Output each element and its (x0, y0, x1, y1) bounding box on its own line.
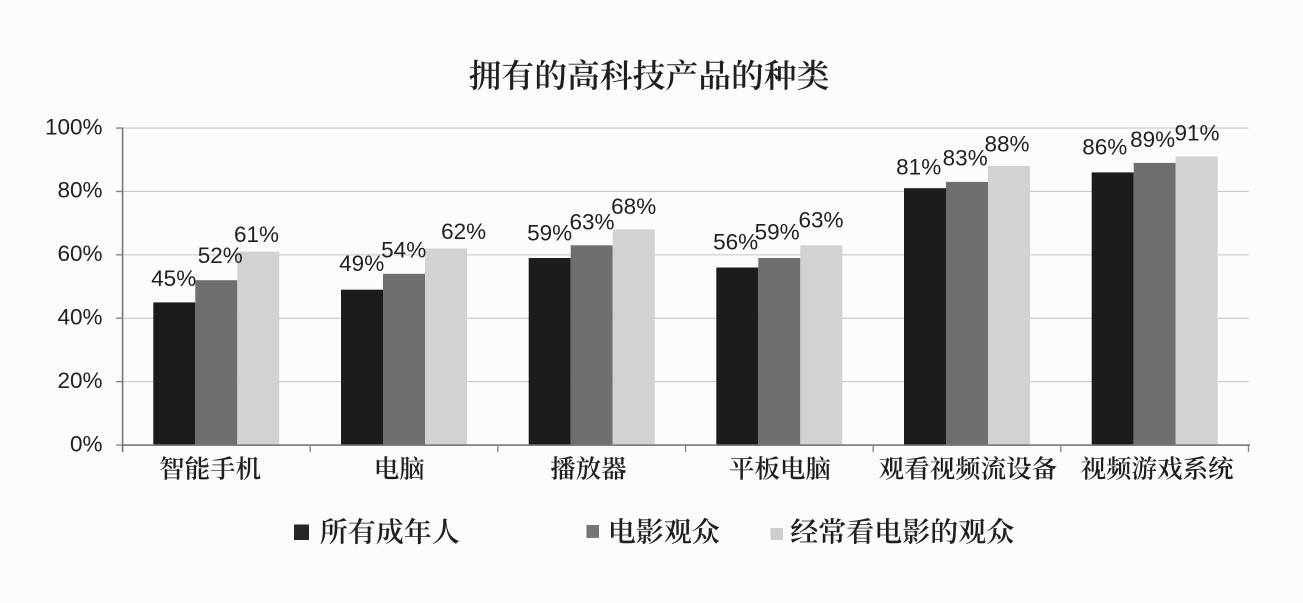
svg-text:88%: 88% (984, 132, 1029, 157)
svg-text:91%: 91% (1174, 121, 1219, 146)
svg-text:83%: 83% (943, 146, 988, 171)
svg-text:81%: 81% (896, 155, 941, 180)
svg-text:86%: 86% (1082, 135, 1127, 160)
svg-text:45%: 45% (151, 266, 196, 291)
svg-text:63%: 63% (569, 210, 614, 235)
svg-text:68%: 68% (611, 194, 656, 219)
svg-text:63%: 63% (798, 208, 843, 233)
svg-text:59%: 59% (527, 221, 572, 246)
svg-text:80%: 80% (57, 178, 102, 203)
svg-text:62%: 62% (441, 219, 486, 244)
svg-text:61%: 61% (234, 222, 279, 247)
svg-text:56%: 56% (713, 230, 758, 255)
svg-text:60%: 60% (57, 241, 102, 266)
svg-text:89%: 89% (1130, 127, 1175, 152)
svg-text:49%: 49% (339, 251, 384, 276)
svg-text:100%: 100% (45, 114, 103, 139)
svg-text:20%: 20% (57, 368, 102, 393)
svg-text:40%: 40% (57, 305, 102, 330)
svg-text:52%: 52% (198, 243, 243, 268)
svg-text:59%: 59% (755, 220, 800, 245)
svg-text:0%: 0% (70, 431, 103, 456)
svg-text:54%: 54% (381, 238, 426, 263)
